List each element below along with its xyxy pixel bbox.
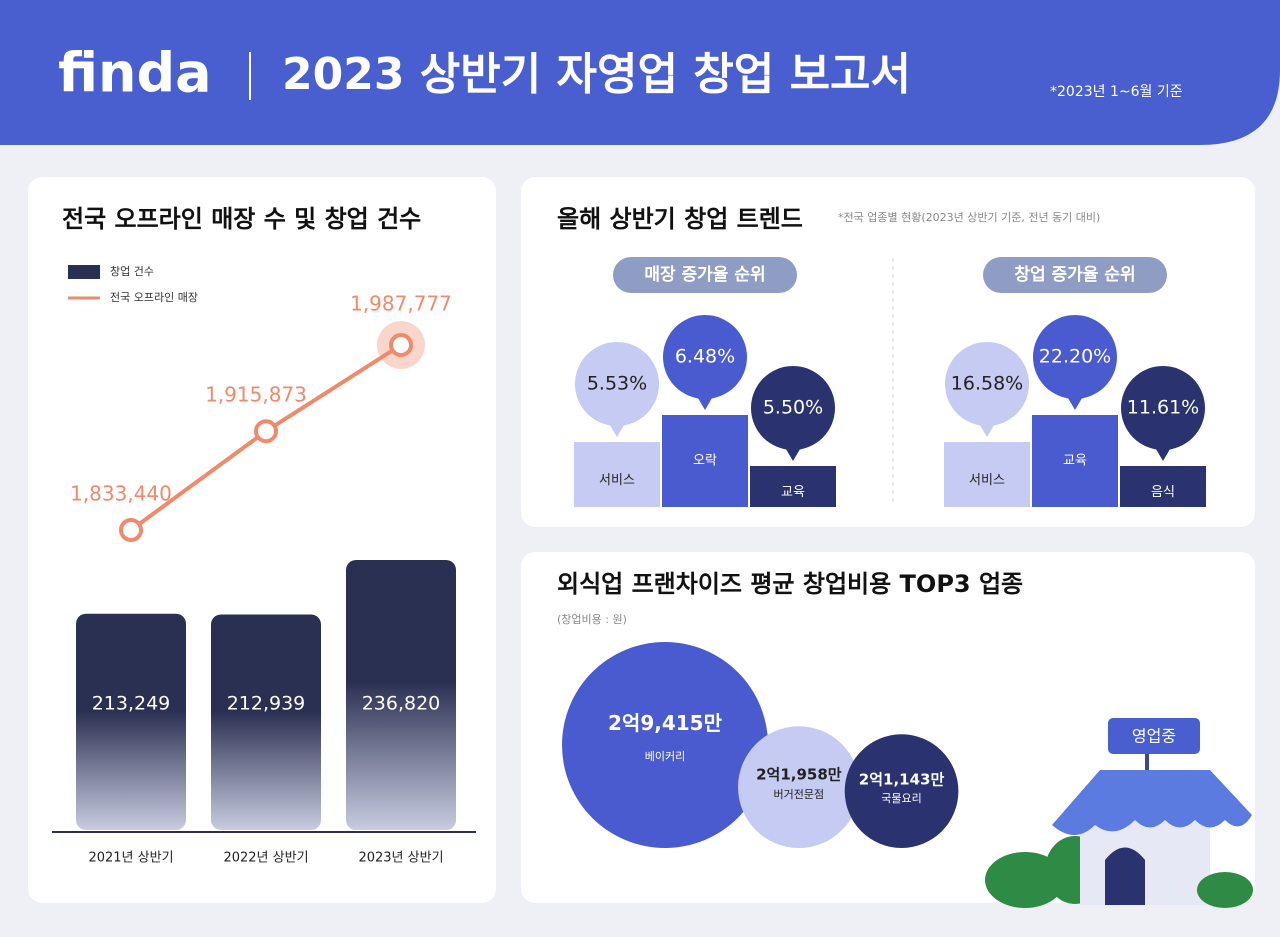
line-value-label: 1,833,440 (70, 482, 172, 506)
shop-door (1105, 847, 1145, 905)
value-label: 22.20% (1039, 346, 1111, 368)
panel-pill (613, 257, 797, 293)
sign-text: 영업중 (1132, 727, 1176, 746)
chart-title: 전국 오프라인 매장 수 및 창업 건수 (62, 205, 421, 233)
bar (211, 614, 321, 830)
bush (985, 852, 1065, 908)
category-label: 서비스 (599, 473, 635, 488)
bubble (562, 642, 768, 848)
value-bubble (945, 342, 1029, 426)
line-value-label: 1,915,873 (205, 383, 307, 407)
bar (346, 560, 456, 830)
value-label: 11.61% (1127, 397, 1199, 419)
legend-label: 창업 건수 (110, 265, 154, 278)
page-title: 2023 상반기 자영업 창업 보고서 (282, 49, 911, 100)
bubble (844, 734, 959, 849)
bar (76, 613, 186, 830)
value-label: 5.50% (763, 397, 823, 419)
value-label: 6.48% (675, 346, 735, 368)
shop-illustration: 영업중 (985, 718, 1253, 908)
chart-title: 외식업 프랜차이즈 평균 창업비용 TOP3 업종 (557, 570, 1023, 598)
line-value-label: 1,987,777 (350, 292, 452, 316)
value-label: 2억1,958만 (756, 765, 842, 783)
category-label: 서비스 (969, 473, 1005, 488)
logo: finda (58, 42, 212, 105)
bar (750, 466, 836, 507)
line-point (119, 518, 143, 542)
chart-subtitle: *전국 업종별 현황(2023년 상반기 기준, 전년 동기 대비) (838, 211, 1100, 224)
value-bubble (751, 366, 835, 450)
category-label: 버거전문점 (774, 788, 825, 801)
bar (574, 442, 660, 507)
x-tick-label: 2022년 상반기 (223, 851, 308, 866)
panel-title: 창업 증가율 순위 (1014, 265, 1135, 285)
value-bubble (1121, 366, 1205, 450)
value-label: 2억1,143만 (859, 770, 945, 788)
value-bubble (575, 342, 659, 426)
value-label: 16.58% (951, 373, 1023, 395)
legend-swatch (68, 265, 100, 279)
line-point (389, 333, 413, 357)
category-label: 오락 (693, 454, 717, 469)
legend-label: 전국 오프라인 매장 (110, 291, 198, 304)
value-bubble (663, 315, 747, 399)
bar-value-label: 212,939 (227, 693, 306, 715)
bubble (738, 726, 860, 848)
header-band (0, 0, 1280, 145)
sign (1108, 718, 1200, 754)
bush (1197, 872, 1253, 908)
bar (662, 415, 748, 507)
x-tick-label: 2021년 상반기 (88, 851, 173, 866)
value-label: 5.53% (587, 373, 647, 395)
bar (1120, 466, 1206, 507)
category-label: 교육 (781, 485, 805, 500)
chart-title: 올해 상반기 창업 트렌드 (557, 205, 803, 233)
line-point (254, 419, 278, 444)
panel-title: 매장 증가율 순위 (644, 265, 765, 285)
x-tick-label: 2023년 상반기 (358, 851, 443, 866)
bar-value-label: 213,249 (92, 693, 171, 715)
panel-pill (983, 257, 1167, 293)
category-label: 교육 (1063, 454, 1087, 469)
value-label: 2억9,415만 (608, 711, 723, 735)
chart-subtitle: (창업비용 : 원) (557, 613, 627, 626)
value-bubble (1033, 315, 1117, 399)
category-label: 음식 (1151, 485, 1175, 500)
bar (944, 442, 1030, 507)
bar-value-label: 236,820 (362, 693, 441, 715)
shop-awning (1052, 770, 1252, 835)
page-note: *2023년 1~6월 기준 (1050, 84, 1183, 100)
category-label: 국물요리 (881, 792, 921, 805)
bar (1032, 415, 1118, 507)
category-label: 베이커리 (645, 750, 685, 763)
